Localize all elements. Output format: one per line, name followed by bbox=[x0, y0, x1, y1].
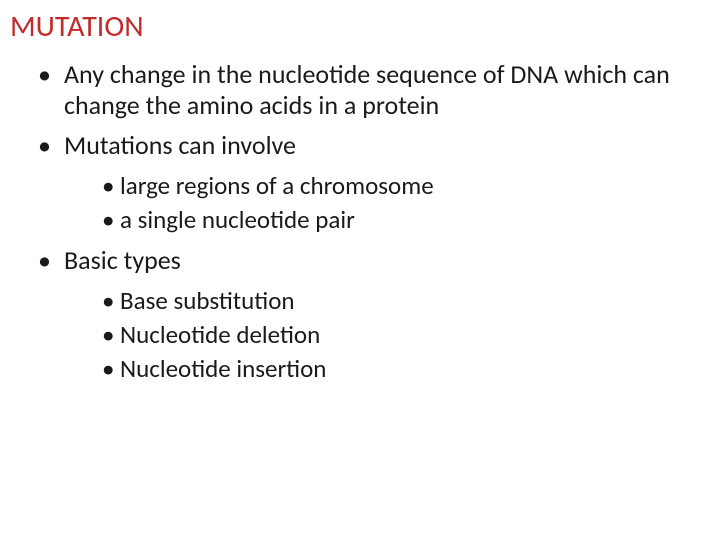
bullet-list-lvl2: Base substitutionNucleotide deletionNucl… bbox=[64, 286, 710, 384]
bullet-text: large regions of a chromosome bbox=[120, 170, 434, 201]
bullet-lvl2: Base substitution bbox=[102, 286, 710, 316]
bullet-text: Base substitution bbox=[120, 285, 295, 316]
slide: MUTATION Any change in the nucleotide se… bbox=[0, 0, 720, 540]
bullet-text: Mutations can involve bbox=[64, 129, 296, 161]
bullet-text: a single nucleotide pair bbox=[120, 204, 355, 235]
slide-body: Any change in the nucleotide sequence of… bbox=[10, 59, 710, 384]
bullet-lvl2: large regions of a chromosome bbox=[102, 171, 710, 201]
bullet-lvl2: Nucleotide deletion bbox=[102, 320, 710, 350]
bullet-list-lvl2: large regions of a chromosomea single nu… bbox=[64, 171, 710, 235]
bullet-lvl1: Basic types Base substitutionNucleotide d… bbox=[38, 245, 710, 384]
bullet-text: Nucleotide insertion bbox=[120, 353, 326, 384]
bullet-lvl2: Nucleotide insertion bbox=[102, 354, 710, 384]
bullet-text: Nucleotide deletion bbox=[120, 319, 320, 350]
bullet-text: Any change in the nucleotide sequence of… bbox=[64, 58, 670, 121]
bullet-lvl1: Any change in the nucleotide sequence of… bbox=[38, 59, 710, 120]
bullet-lvl1: Mutations can involve large regions of a … bbox=[38, 130, 710, 235]
bullet-list-lvl1: Any change in the nucleotide sequence of… bbox=[10, 59, 710, 384]
bullet-text: Basic types bbox=[64, 244, 181, 276]
bullet-lvl2: a single nucleotide pair bbox=[102, 205, 710, 235]
slide-title: MUTATION bbox=[10, 8, 710, 45]
